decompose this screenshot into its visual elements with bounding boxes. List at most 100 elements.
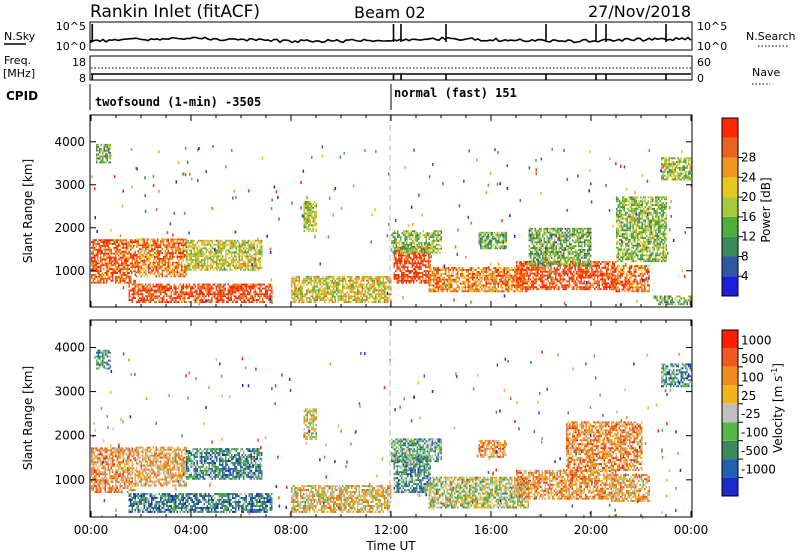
echo-cell (589, 266, 591, 269)
echo-cell (436, 280, 438, 283)
echo-cell (182, 242, 184, 245)
echo-cell (182, 257, 184, 260)
echo-cell (242, 297, 244, 300)
echo-cell (541, 274, 543, 277)
echo-cell (128, 297, 130, 300)
echo-cell (181, 267, 183, 270)
echo-cell (591, 272, 593, 275)
echo-cell (155, 242, 157, 245)
echo-cell (397, 245, 399, 248)
echo-cell (229, 257, 231, 260)
echo-cell (291, 297, 293, 300)
echo-cell (203, 285, 205, 288)
echo-cell (464, 280, 466, 283)
echo-cell (591, 264, 593, 267)
echo-cell (475, 290, 477, 293)
echo-cell (250, 266, 252, 269)
echo-cell (238, 295, 240, 298)
echo-cell (186, 264, 188, 267)
echo-cell (393, 254, 395, 257)
echo-cell (172, 250, 174, 253)
echo-cell (401, 260, 403, 263)
echo-cell (97, 277, 99, 280)
cpid-strip: CPID twofsound (1-min) -3505 normal (fas… (6, 84, 517, 110)
echo-cell (234, 255, 236, 258)
echo-cell (190, 295, 192, 298)
echo-cell (113, 264, 115, 267)
echo-cell (133, 241, 135, 244)
echo-cell (255, 249, 257, 252)
echo-cell (197, 297, 199, 300)
echo-cell (508, 280, 510, 283)
echo-cell (345, 299, 347, 302)
echo-cell (182, 291, 184, 294)
echo-cell (316, 283, 318, 286)
echo-cell (467, 274, 469, 277)
echo-cell (209, 287, 211, 290)
echo-cell (579, 263, 581, 265)
echo-cell (217, 283, 219, 286)
echo-cell (309, 201, 311, 204)
echo-cell (241, 264, 243, 267)
echo-cell (181, 242, 183, 245)
echo-cell (151, 244, 153, 247)
echo-cell (303, 201, 305, 204)
echo-cell (449, 274, 451, 277)
echo-cell (580, 286, 582, 289)
echo-cell (112, 268, 114, 271)
echo-cell (427, 245, 429, 248)
echo-cell (493, 284, 495, 287)
echo-cell (166, 246, 168, 249)
echo-cell (502, 237, 504, 240)
echo-cell (308, 214, 310, 217)
echo-cell (495, 233, 497, 236)
echo-cell (207, 261, 209, 264)
echo-cell (428, 278, 430, 281)
echo-cell (589, 274, 591, 277)
echo-cell (331, 301, 333, 304)
echo-cell (303, 220, 305, 223)
echo-cell (409, 249, 411, 252)
echo-cell (547, 266, 549, 269)
echo-cell (445, 278, 447, 281)
echo-cell (240, 266, 242, 269)
echo-cell (230, 287, 232, 290)
echo-cell (423, 264, 425, 267)
echo-cell (414, 272, 416, 274)
echo-cell (210, 251, 212, 254)
echo-cell (222, 243, 224, 246)
echo-cell (333, 277, 335, 280)
echo-cell (322, 279, 324, 282)
echo-cell (348, 299, 350, 302)
echo-cell (509, 278, 511, 281)
echo-cell (487, 231, 489, 234)
echo-cell (166, 289, 168, 292)
echo-cell (195, 255, 197, 258)
echo-cell (118, 281, 120, 284)
echo-cell (152, 248, 154, 251)
echo-cell (157, 269, 159, 272)
echo-cell (260, 289, 262, 292)
echo-cell (420, 266, 422, 269)
echo-cell (116, 245, 118, 247)
echo-cell (543, 284, 545, 287)
echo-cell (237, 245, 239, 248)
echo-cell (330, 283, 332, 286)
echo-cell (483, 239, 485, 242)
echo-cell (381, 293, 383, 296)
echo-cell (134, 266, 136, 269)
echo-cell (157, 240, 159, 243)
echo-cell (360, 301, 362, 304)
echo-cell (308, 226, 310, 229)
echo-cell (401, 232, 403, 235)
echo-cell (595, 261, 597, 264)
echo-cell (564, 278, 566, 281)
echo-cell (149, 263, 151, 266)
echo-cell (534, 282, 536, 285)
echo-cell (437, 288, 439, 291)
echo-cell (413, 264, 415, 267)
echo-cell (133, 246, 135, 249)
echo-cell (514, 286, 516, 289)
echo-cell (261, 239, 263, 242)
echo-cell (170, 248, 172, 251)
